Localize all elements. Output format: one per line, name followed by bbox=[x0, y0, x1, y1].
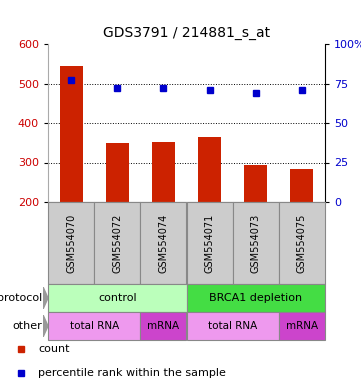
Bar bbox=[244, 165, 267, 202]
Bar bbox=[106, 143, 129, 202]
Bar bbox=[48, 202, 94, 284]
Text: mRNA: mRNA bbox=[286, 321, 318, 331]
Text: GSM554075: GSM554075 bbox=[297, 214, 307, 273]
Text: GSM554070: GSM554070 bbox=[66, 214, 76, 273]
Bar bbox=[187, 312, 279, 340]
Text: mRNA: mRNA bbox=[147, 321, 179, 331]
Bar bbox=[187, 202, 233, 284]
Text: BRCA1 depletion: BRCA1 depletion bbox=[209, 293, 302, 303]
Bar bbox=[279, 312, 325, 340]
Text: count: count bbox=[38, 344, 70, 354]
Text: control: control bbox=[98, 293, 136, 303]
Text: other: other bbox=[12, 321, 42, 331]
Bar bbox=[94, 202, 140, 284]
Bar bbox=[279, 202, 325, 284]
Bar bbox=[48, 284, 187, 312]
Title: GDS3791 / 214881_s_at: GDS3791 / 214881_s_at bbox=[103, 26, 270, 40]
Text: percentile rank within the sample: percentile rank within the sample bbox=[38, 368, 226, 378]
Polygon shape bbox=[43, 287, 48, 309]
Bar bbox=[140, 202, 187, 284]
Bar bbox=[198, 137, 221, 202]
Bar bbox=[187, 284, 325, 312]
Text: GSM554073: GSM554073 bbox=[251, 214, 261, 273]
Text: GSM554074: GSM554074 bbox=[158, 214, 169, 273]
Polygon shape bbox=[43, 315, 48, 337]
Bar bbox=[290, 169, 313, 202]
Bar bbox=[233, 202, 279, 284]
Text: total RNA: total RNA bbox=[208, 321, 257, 331]
Bar bbox=[152, 142, 175, 202]
Bar bbox=[48, 312, 140, 340]
Bar bbox=[140, 312, 187, 340]
Bar bbox=[60, 66, 83, 202]
Text: protocol: protocol bbox=[0, 293, 42, 303]
Text: total RNA: total RNA bbox=[70, 321, 119, 331]
Text: GSM554072: GSM554072 bbox=[112, 214, 122, 273]
Text: GSM554071: GSM554071 bbox=[205, 214, 214, 273]
